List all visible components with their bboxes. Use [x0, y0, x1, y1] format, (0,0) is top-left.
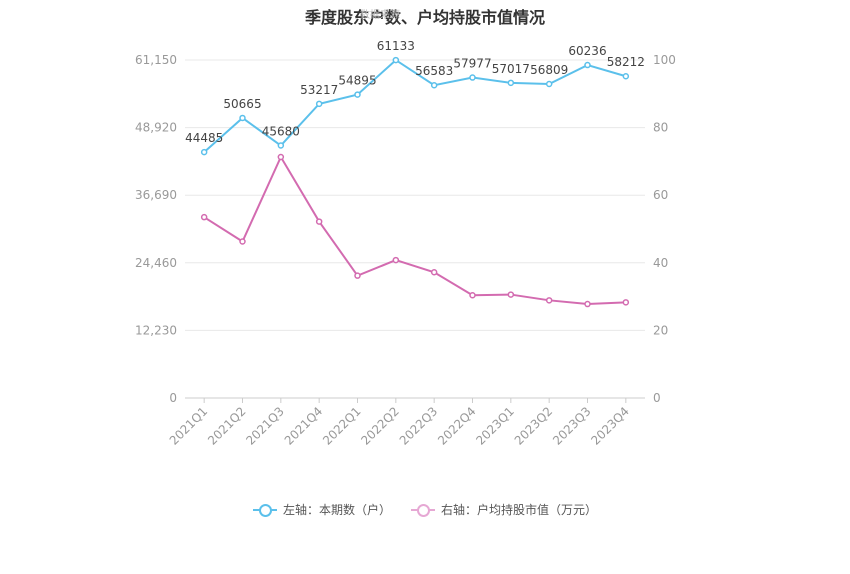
x-tick-label: 2021Q1	[167, 404, 211, 448]
chart-title: 季度股东户数、户均持股市值情况	[304, 8, 545, 27]
data-point-left	[430, 81, 438, 89]
data-point-right	[545, 297, 553, 304]
right-tick-label: 20	[653, 323, 668, 337]
data-point-left	[622, 72, 630, 80]
data-point-right	[277, 153, 285, 161]
data-point-left	[200, 148, 208, 156]
data-label: 56809	[530, 63, 568, 77]
data-point-left	[507, 79, 515, 87]
legend: 左轴：本期数（户） 右轴：户均持股市值（万元）	[0, 501, 850, 518]
x-tick-label: 2022Q4	[435, 404, 479, 448]
data-label: 53217	[300, 83, 338, 97]
data-point-right	[430, 269, 438, 276]
data-label: 58212	[607, 55, 645, 69]
right-tick-label: 0	[653, 391, 661, 405]
data-point-left	[584, 61, 591, 69]
data-label: 44485	[185, 131, 223, 145]
left-tick-label: 48,920	[135, 121, 177, 135]
legend-label-right: 右轴：户均持股市值（万元）	[441, 503, 598, 517]
x-tick-label: 2022Q1	[320, 404, 364, 448]
right-tick-label: 40	[653, 256, 668, 270]
data-label: 50665	[223, 97, 261, 111]
data-point-left	[315, 100, 323, 108]
data-point-left	[354, 91, 361, 98]
data-point-right	[239, 238, 246, 245]
x-tick-label: 2021Q4	[282, 404, 326, 448]
data-point-right	[469, 291, 476, 299]
left-tick-label: 61,150	[135, 53, 177, 67]
right-tick-label: 60	[653, 188, 668, 202]
data-label: 57017	[492, 62, 530, 76]
x-tick-label: 2021Q3	[243, 404, 287, 448]
series-line-right	[203, 154, 626, 306]
series-line-left	[203, 58, 627, 153]
data-point-right	[584, 300, 591, 308]
data-point-left	[392, 56, 400, 64]
data-label: 61133	[377, 39, 415, 53]
data-label: 45680	[262, 125, 300, 139]
legend-item-right-series[interactable]: 右轴：户均持股市值（万元）	[411, 501, 597, 518]
left-tick-label: 24,460	[135, 256, 177, 270]
data-point-left	[469, 74, 476, 81]
right-tick-label: 100	[653, 53, 676, 67]
data-label: 56583	[415, 64, 453, 78]
legend-label-left: 左轴：本期数（户）	[282, 503, 391, 517]
data-point-left	[277, 142, 285, 149]
left-tick-label: 0	[169, 391, 177, 405]
data-point-right	[507, 291, 515, 298]
x-tick-label: 2023Q4	[588, 404, 632, 448]
x-tick-label: 2021Q2	[205, 404, 249, 448]
x-tick-label: 2022Q3	[397, 404, 441, 448]
left-tick-label: 12,230	[135, 323, 177, 337]
x-tick-label: 2023Q1	[473, 404, 517, 448]
legend-swatch-left-icon	[252, 503, 277, 517]
right-tick-label: 80	[653, 121, 668, 135]
data-point-right	[315, 218, 323, 225]
data-point-left	[239, 114, 246, 122]
data-label: 60236	[568, 44, 606, 58]
data-point-right	[622, 299, 630, 306]
watermark-text: 数据来源	[360, 10, 400, 21]
x-tick-label: 2023Q3	[550, 404, 594, 448]
data-label: 54895	[338, 74, 376, 88]
data-point-left	[545, 80, 553, 88]
data-point-right	[200, 213, 208, 221]
data-point-right	[392, 256, 400, 264]
legend-swatch-right-icon	[411, 503, 435, 517]
data-point-right	[354, 272, 361, 279]
left-tick-label: 36,690	[135, 188, 177, 202]
data-label: 57977	[453, 57, 491, 71]
legend-item-left-series[interactable]: 左轴：本期数（户）	[252, 501, 391, 518]
x-tick-label: 2023Q2	[512, 404, 556, 448]
x-tick-label: 2022Q2	[358, 404, 402, 448]
